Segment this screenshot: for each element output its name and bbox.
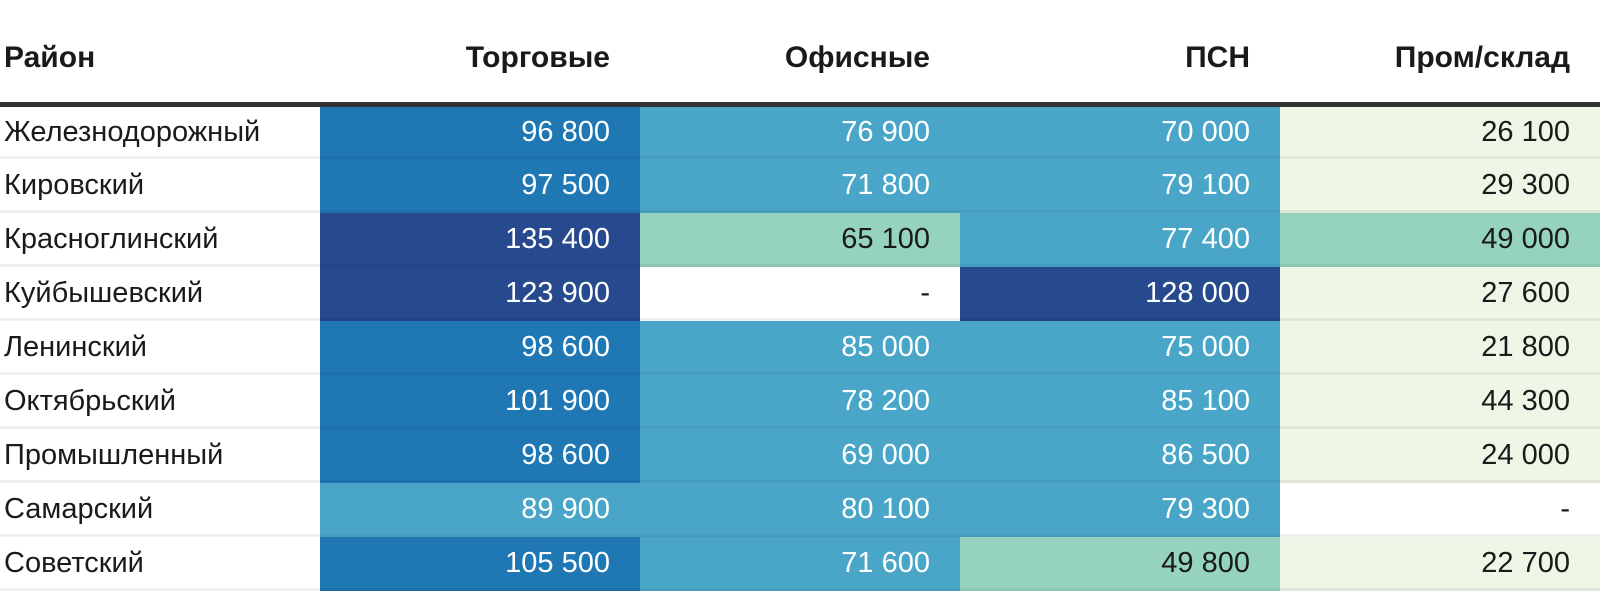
heatmap-cell: 86 500 — [960, 428, 1280, 483]
row-label: Железнодорожный — [0, 105, 320, 159]
heatmap-cell: 49 800 — [960, 536, 1280, 591]
table-header: Район Торговые Офисные ПСН Пром/склад — [0, 0, 1600, 107]
table-row: Октябрьский 101 900 78 200 85 100 44 300 — [0, 374, 1600, 429]
table-row: Кировский 97 500 71 800 79 100 29 300 — [0, 158, 1600, 213]
heatmap-cell: 101 900 — [320, 374, 640, 429]
row-label: Ленинский — [0, 321, 320, 375]
table-row: Советский 105 500 71 600 49 800 22 700 — [0, 536, 1600, 591]
heatmap-cell: 71 800 — [640, 158, 960, 213]
heatmap-cell: 44 300 — [1280, 374, 1600, 429]
table-row: Красноглинский 135 400 65 100 77 400 49 … — [0, 212, 1600, 267]
heatmap-cell: 98 600 — [320, 428, 640, 483]
heatmap-cell: 98 600 — [320, 320, 640, 375]
row-label: Самарский — [0, 483, 320, 537]
heatmap-cell: 79 300 — [960, 482, 1280, 537]
heatmap-cell: 65 100 — [640, 212, 960, 267]
heatmap-cell: 21 800 — [1280, 320, 1600, 375]
column-header-district: Район — [0, 0, 320, 107]
heatmap-cell: 97 500 — [320, 158, 640, 213]
row-label: Октябрьский — [0, 375, 320, 429]
heatmap-cell: - — [640, 266, 960, 321]
heatmap-cell: 76 900 — [640, 104, 960, 159]
header-row: Район Торговые Офисные ПСН Пром/склад — [0, 0, 1600, 107]
table-row: Самарский 89 900 80 100 79 300 - — [0, 482, 1600, 537]
heatmap-cell: 123 900 — [320, 266, 640, 321]
heatmap-cell: 24 000 — [1280, 428, 1600, 483]
heatmap-cell: 128 000 — [960, 266, 1280, 321]
heatmap-cell: 78 200 — [640, 374, 960, 429]
heatmap-cell: 77 400 — [960, 212, 1280, 267]
heatmap-cell: 135 400 — [320, 212, 640, 267]
heatmap-cell: - — [1280, 482, 1600, 537]
row-label: Промышленный — [0, 429, 320, 483]
heatmap-cell: 69 000 — [640, 428, 960, 483]
table-row: Куйбышевский 123 900 - 128 000 27 600 — [0, 266, 1600, 321]
heatmap-cell: 80 100 — [640, 482, 960, 537]
row-label: Красноглинский — [0, 213, 320, 267]
heatmap-cell: 105 500 — [320, 536, 640, 591]
column-header-psn: ПСН — [960, 0, 1280, 107]
heatmap-cell: 71 600 — [640, 536, 960, 591]
heatmap-cell: 70 000 — [960, 104, 1280, 159]
table-row: Промышленный 98 600 69 000 86 500 24 000 — [0, 428, 1600, 483]
heatmap-cell: 75 000 — [960, 320, 1280, 375]
table-body: Железнодорожный 96 800 76 900 70 000 26 … — [0, 104, 1600, 591]
heatmap-cell: 27 600 — [1280, 266, 1600, 321]
heatmap-cell: 29 300 — [1280, 158, 1600, 213]
column-header-retail: Торговые — [320, 0, 640, 107]
row-label: Кировский — [0, 159, 320, 213]
heatmap-cell: 79 100 — [960, 158, 1280, 213]
table-row: Железнодорожный 96 800 76 900 70 000 26 … — [0, 104, 1600, 159]
heatmap-cell: 85 000 — [640, 320, 960, 375]
row-label: Куйбышевский — [0, 267, 320, 321]
heatmap-cell: 22 700 — [1280, 536, 1600, 591]
heatmap-cell: 96 800 — [320, 104, 640, 159]
table-row: Ленинский 98 600 85 000 75 000 21 800 — [0, 320, 1600, 375]
heatmap-cell: 26 100 — [1280, 104, 1600, 159]
district-rates-heatmap-table: Район Торговые Офисные ПСН Пром/склад Же… — [0, 0, 1600, 591]
heatmap-cell: 85 100 — [960, 374, 1280, 429]
column-header-office: Офисные — [640, 0, 960, 107]
heatmap-cell: 89 900 — [320, 482, 640, 537]
column-header-industrial: Пром/склад — [1280, 0, 1600, 107]
row-label: Советский — [0, 537, 320, 591]
heatmap-cell: 49 000 — [1280, 212, 1600, 267]
